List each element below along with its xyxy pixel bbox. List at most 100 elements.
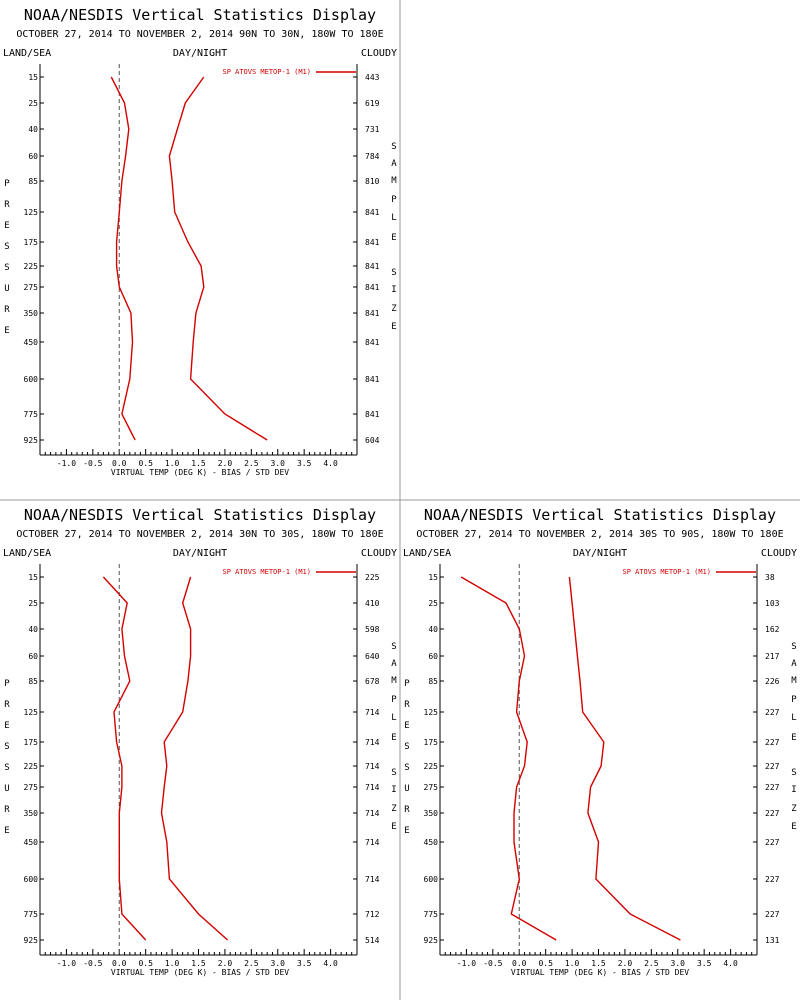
sample-size-label: 227	[765, 809, 780, 818]
pressure-axis-letter: S	[404, 742, 409, 752]
sample-size-label: 714	[365, 875, 380, 884]
sample-size-label: 225	[365, 573, 380, 582]
sample-size-label: 714	[365, 809, 380, 818]
bias-series-line	[110, 76, 136, 441]
sample-size-axis-letter: L	[391, 713, 396, 723]
sample-size-label: 227	[765, 875, 780, 884]
sample-size-axis-letter: E	[391, 233, 396, 243]
std-dev-series-line	[160, 576, 229, 941]
land-sea-label: LAND/SEA	[403, 548, 451, 559]
sample-size-label: 714	[365, 762, 380, 771]
pressure-tick-label: 125	[24, 708, 39, 717]
x-tick-label: -1.0	[57, 959, 76, 968]
sample-size-axis-letter: P	[391, 195, 397, 205]
sample-size-label: 841	[365, 338, 380, 347]
pressure-tick-label: 450	[424, 838, 439, 847]
sample-size-axis-letter: S	[791, 642, 796, 652]
sample-size-label: 598	[365, 625, 380, 634]
sample-size-axis-letter: E	[391, 733, 396, 743]
panel-title: NOAA/NESDIS Vertical Statistics Display	[424, 506, 776, 524]
pressure-tick-label: 350	[24, 309, 39, 318]
sample-size-axis-letter: S	[791, 768, 796, 778]
pressure-tick-label: 450	[24, 338, 39, 347]
sample-size-label: 103	[765, 599, 780, 608]
pressure-axis-letter: S	[4, 242, 9, 252]
sample-size-label: 443	[365, 73, 380, 82]
x-tick-label: 3.5	[297, 959, 312, 968]
x-tick-label: 2.0	[218, 959, 233, 968]
pressure-axis-letter: P	[4, 679, 10, 689]
x-tick-label: 0.0	[112, 459, 127, 468]
legend-label: SP ATOVS METOP-1 (M1)	[622, 568, 711, 576]
x-tick-label: 2.5	[244, 459, 259, 468]
sample-size-label: 227	[765, 910, 780, 919]
x-tick-label: 1.5	[191, 959, 206, 968]
panel-subtitle: OCTOBER 27, 2014 TO NOVEMBER 2, 2014 30S…	[416, 529, 783, 540]
sample-size-label: 38	[765, 573, 775, 582]
pressure-axis-letter: P	[4, 179, 10, 189]
pressure-tick-label: 85	[28, 677, 38, 686]
pressure-axis-letter: R	[404, 805, 410, 815]
pressure-tick-label: 85	[428, 677, 438, 686]
x-tick-label: 4.0	[723, 959, 738, 968]
x-axis-label: VIRTUAL TEMP (DEG K) - BIAS / STD DEV	[511, 968, 689, 977]
sample-size-axis-letter: L	[391, 213, 396, 223]
x-tick-label: 1.0	[565, 959, 580, 968]
sample-size-label: 227	[765, 708, 780, 717]
pressure-axis-letter: E	[4, 721, 9, 731]
sample-size-axis-letter: E	[791, 733, 796, 743]
pressure-axis-letter: R	[4, 200, 10, 210]
sample-size-label: 162	[765, 625, 780, 634]
sample-size-label: 784	[365, 152, 380, 161]
x-axis-label: VIRTUAL TEMP (DEG K) - BIAS / STD DEV	[111, 968, 289, 977]
pressure-tick-label: 25	[28, 599, 38, 608]
pressure-tick-label: 85	[28, 177, 38, 186]
pressure-tick-label: 275	[24, 283, 39, 292]
sample-size-label: 227	[765, 783, 780, 792]
x-tick-label: 3.0	[271, 459, 286, 468]
sample-size-axis-letter: A	[391, 659, 397, 669]
pressure-tick-label: 350	[424, 809, 439, 818]
sample-size-axis-letter: A	[791, 659, 797, 669]
sample-size-axis-letter: I	[791, 785, 796, 795]
sample-size-axis-letter: E	[791, 822, 796, 832]
sample-size-axis-letter: S	[391, 768, 396, 778]
sample-size-axis-letter: I	[391, 785, 396, 795]
pressure-tick-label: 225	[24, 262, 39, 271]
cloudy-label: CLOUDY	[361, 548, 397, 559]
sample-size-label: 714	[365, 838, 380, 847]
legend-label: SP ATOVS METOP-1 (M1)	[222, 568, 311, 576]
pressure-axis-letter: U	[4, 284, 9, 294]
pressure-tick-label: 775	[24, 410, 39, 419]
pressure-tick-label: 775	[24, 910, 39, 919]
pressure-tick-label: 15	[428, 573, 438, 582]
stats-panel-2: NOAA/NESDIS Vertical Statistics Display O…	[3, 506, 397, 977]
sample-size-axis-letter: Z	[791, 804, 797, 814]
panel-title: NOAA/NESDIS Vertical Statistics Display	[24, 6, 376, 24]
x-tick-label: 4.0	[323, 459, 338, 468]
pressure-tick-label: 350	[24, 809, 39, 818]
x-tick-label: 4.0	[323, 959, 338, 968]
sample-size-label: 712	[365, 910, 380, 919]
x-tick-label: 2.0	[618, 959, 633, 968]
pressure-tick-label: 15	[28, 573, 38, 582]
pressure-tick-label: 225	[24, 762, 39, 771]
sample-size-label: 131	[765, 936, 780, 945]
panel-title: NOAA/NESDIS Vertical Statistics Display	[24, 506, 376, 524]
land-sea-label: LAND/SEA	[3, 548, 51, 559]
sample-size-axis-letter: P	[791, 695, 797, 705]
x-tick-label: 0.5	[138, 459, 153, 468]
pressure-tick-label: 175	[424, 738, 439, 747]
sample-size-label: 604	[365, 436, 380, 445]
sample-size-label: 227	[765, 838, 780, 847]
x-tick-label: -0.5	[83, 459, 102, 468]
pressure-axis-letter: E	[404, 826, 409, 836]
pressure-tick-label: 125	[24, 208, 39, 217]
sample-size-label: 714	[365, 783, 380, 792]
sample-size-axis-letter: M	[391, 676, 397, 686]
x-axis-label: VIRTUAL TEMP (DEG K) - BIAS / STD DEV	[111, 468, 289, 477]
sample-size-label: 841	[365, 208, 380, 217]
sample-size-axis-letter: M	[391, 176, 397, 186]
pressure-tick-label: 60	[428, 652, 438, 661]
